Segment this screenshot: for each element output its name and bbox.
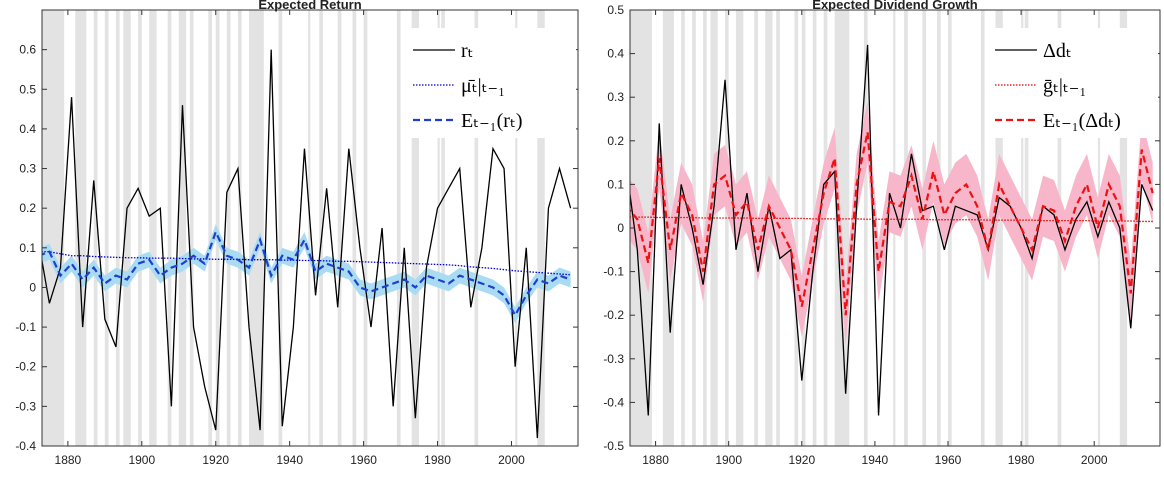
- x-tick-label: 1920: [788, 453, 815, 467]
- legend-label: Eₜ₋₁(rₜ): [461, 110, 523, 132]
- shaded-period: [278, 10, 283, 446]
- legend-label: Δdₜ: [1043, 40, 1072, 62]
- shaded-period: [411, 10, 420, 446]
- y-tick-label: 0.1: [607, 177, 624, 191]
- shaded-period: [93, 10, 98, 446]
- series-line: [42, 49, 572, 439]
- series-line: [42, 251, 571, 276]
- legend: rₜ μ̄ₜ|ₜ₋₁ Eₜ₋₁(rₜ): [408, 28, 576, 138]
- chart-title: Expected Return: [258, 0, 361, 12]
- shaded-period: [474, 10, 479, 446]
- x-tick-label: 1960: [350, 453, 377, 467]
- shaded-period: [363, 10, 368, 446]
- legend-label: Eₜ₋₁(Δdₜ): [1043, 110, 1121, 132]
- legend-label: ḡₜ|ₜ₋₁: [1043, 75, 1086, 97]
- y-tick-label: 0.5: [607, 3, 624, 17]
- shaded-period: [249, 10, 264, 446]
- y-tick-label: 0: [617, 221, 624, 235]
- shaded-period: [104, 10, 109, 446]
- shaded-period: [149, 10, 157, 446]
- y-tick-label: -0.5: [603, 439, 624, 453]
- shaded-period: [226, 10, 231, 446]
- y-tick-label: -0.1: [603, 265, 624, 279]
- y-tick-label: 0.2: [19, 201, 36, 215]
- y-tick-label: -0.3: [603, 352, 624, 366]
- shaded-period: [308, 10, 311, 446]
- y-tick-label: 0.6: [19, 43, 36, 57]
- x-tick-label: 1980: [1008, 453, 1035, 467]
- shaded-period: [189, 10, 194, 446]
- shaded-period: [794, 10, 799, 446]
- x-tick-label: 1960: [935, 453, 962, 467]
- legend: Δdₜ ḡₜ|ₜ₋₁ Eₜ₋₁(Δdₜ): [990, 28, 1158, 138]
- y-tick-label: -0.3: [15, 399, 36, 413]
- shaded-period: [337, 10, 342, 446]
- shaded-period: [904, 10, 908, 446]
- y-tick-label: 0: [29, 280, 36, 294]
- y-tick-label: 0.5: [19, 82, 36, 96]
- series-line: [42, 229, 571, 318]
- axes-box: [629, 9, 1161, 447]
- shaded-period: [537, 10, 545, 446]
- shaded-period: [823, 10, 828, 446]
- y-tick-label: -0.1: [15, 320, 36, 334]
- shaded-period: [319, 10, 323, 446]
- shaded-period: [681, 10, 685, 446]
- legend-label: μ̄ₜ|ₜ₋₁: [461, 75, 505, 97]
- y-tick-label: 0.4: [19, 122, 36, 136]
- shaded-period: [710, 10, 718, 446]
- shaded-period: [801, 10, 806, 446]
- x-tick-label: 1900: [715, 453, 742, 467]
- x-tick-label: 1980: [424, 453, 451, 467]
- shaded-period: [115, 10, 120, 446]
- shaded-period: [237, 10, 242, 446]
- series-line: [630, 216, 1153, 223]
- x-tick-label: 2000: [1081, 453, 1108, 467]
- shaded-period: [515, 10, 518, 446]
- shaded-period: [42, 10, 65, 446]
- shaded-period: [138, 10, 142, 446]
- x-tick-label: 1920: [202, 453, 229, 467]
- y-tick-label: 0.1: [19, 241, 36, 255]
- series-line: [630, 44, 1154, 416]
- shaded-period: [441, 10, 445, 446]
- shaded-period: [437, 10, 440, 446]
- y-tick-label: -0.2: [603, 308, 624, 322]
- shaded-period: [396, 10, 401, 446]
- x-tick-label: 1900: [128, 453, 155, 467]
- x-tick-label: 2000: [498, 453, 525, 467]
- series-line: [630, 131, 1154, 316]
- confidence-band: [630, 101, 1153, 346]
- y-tick-label: 0.3: [607, 90, 624, 104]
- y-tick-label: 0.2: [607, 134, 624, 148]
- legend-label: rₜ: [461, 40, 474, 62]
- shaded-period: [167, 10, 172, 446]
- chart-title: Expected Dividend Growth: [812, 0, 977, 12]
- y-tick-label: -0.4: [603, 395, 624, 409]
- shaded-period: [725, 10, 729, 446]
- x-tick-label: 1940: [276, 453, 303, 467]
- axes-box: [41, 9, 579, 447]
- y-tick-label: 0.3: [19, 162, 36, 176]
- shaded-period: [75, 10, 87, 446]
- shaded-period: [995, 10, 1003, 446]
- shaded-period: [215, 10, 220, 446]
- x-tick-label: 1880: [642, 453, 669, 467]
- shaded-period: [123, 10, 131, 446]
- shaded-period: [863, 10, 868, 446]
- shaded-period: [178, 10, 187, 446]
- y-tick-label: -0.2: [15, 360, 36, 374]
- x-tick-label: 1880: [55, 453, 82, 467]
- y-tick-label: -0.4: [15, 439, 36, 453]
- y-tick-label: 0.4: [607, 47, 624, 61]
- shaded-period: [352, 10, 357, 446]
- x-tick-label: 1940: [862, 453, 889, 467]
- shaded-period: [208, 10, 213, 446]
